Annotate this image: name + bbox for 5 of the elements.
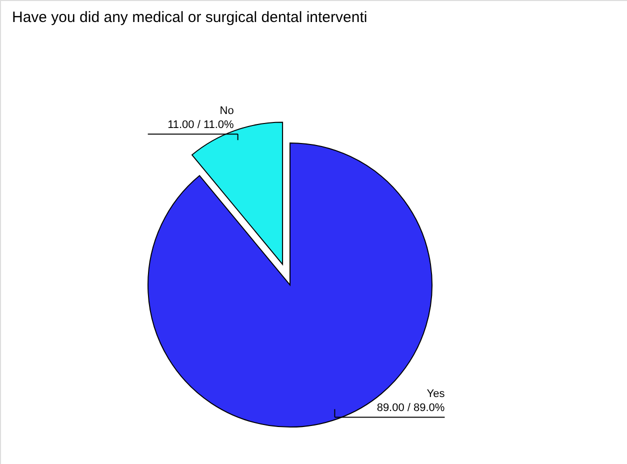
chart-title: Have you did any medical or surgical dental interventi: [12, 9, 368, 26]
slice-label: Yes: [426, 388, 446, 400]
data-label: 11.00 / 11.0%: [168, 119, 234, 132]
data-label: 89.00 / 89.0%: [376, 402, 445, 414]
slice-label: No: [220, 105, 234, 118]
